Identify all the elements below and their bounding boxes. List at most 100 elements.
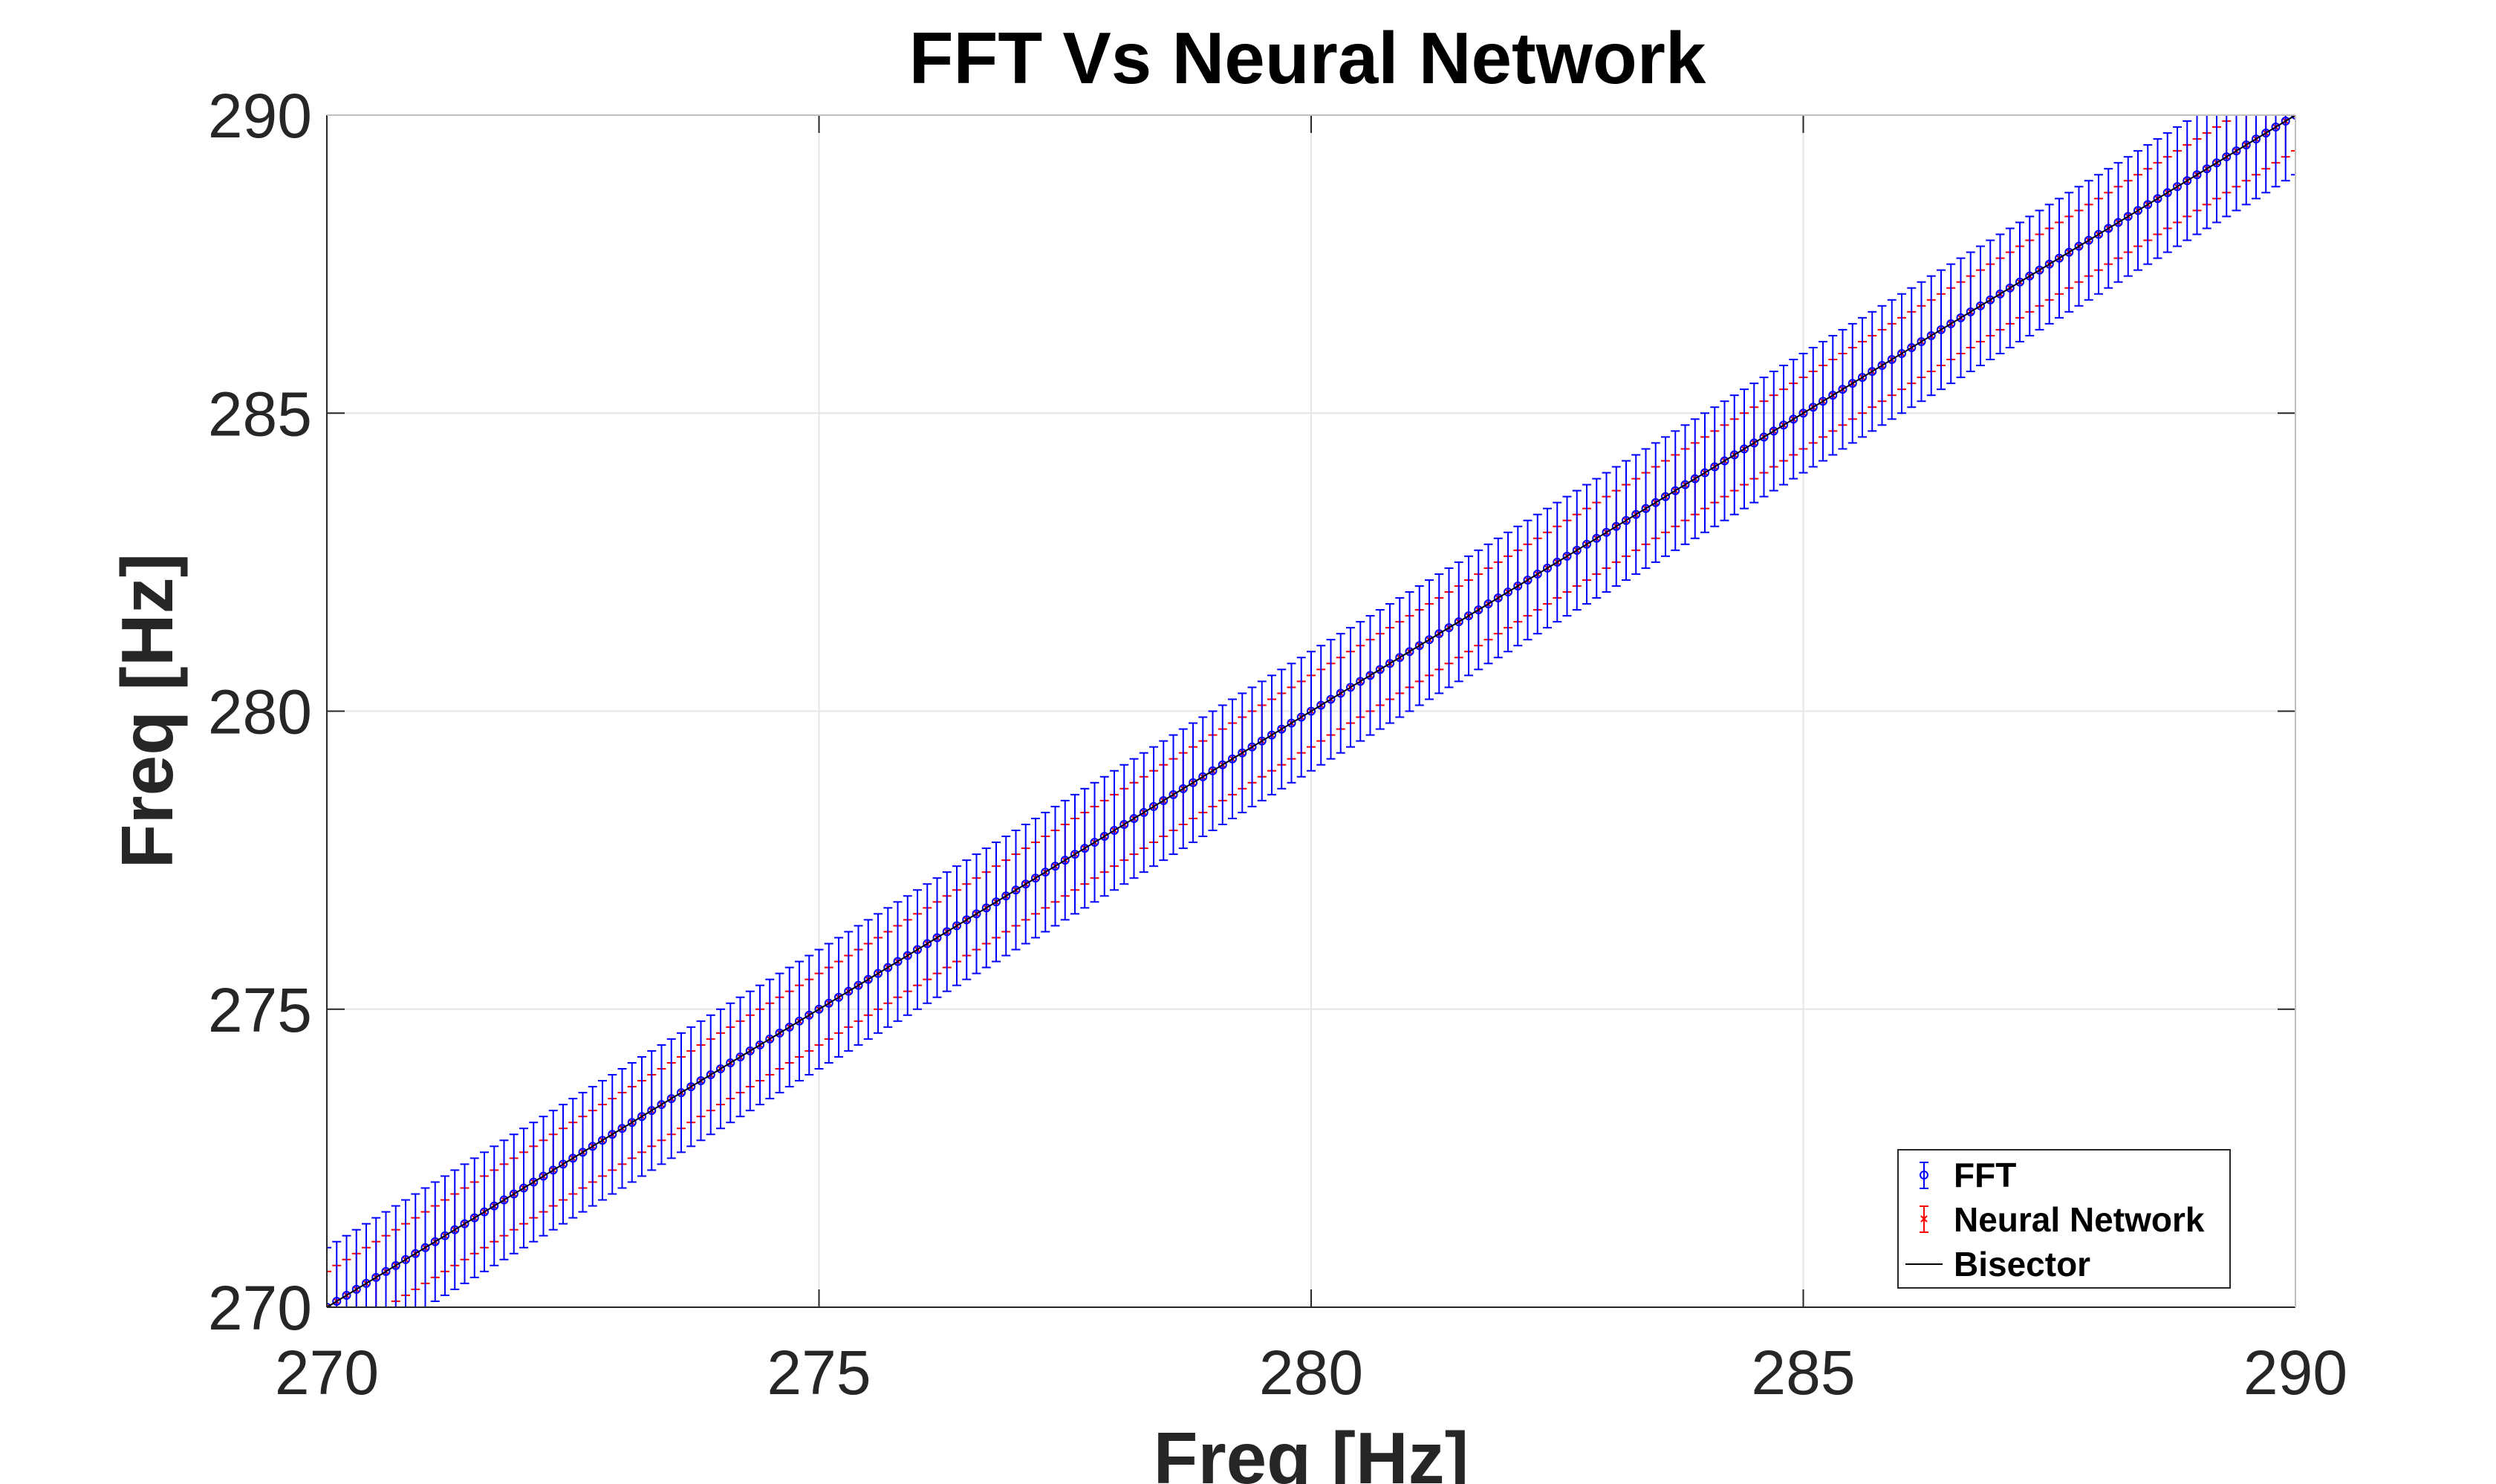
fft-marker	[1070, 850, 1079, 859]
fft-marker	[1720, 456, 1729, 466]
fft-marker	[1208, 766, 1218, 775]
fft-marker	[1513, 581, 1523, 590]
fft-marker	[2104, 224, 2113, 233]
fft-marker	[1759, 432, 1769, 442]
fft-marker	[1740, 444, 1749, 454]
fft-marker	[1326, 694, 1336, 704]
fft-marker	[1651, 498, 1660, 507]
fft-marker	[1129, 813, 1139, 823]
fft-marker	[381, 1266, 391, 1276]
fft-marker	[1995, 289, 2005, 299]
fft-marker	[755, 1040, 764, 1049]
fft-marker	[874, 969, 883, 978]
fft-marker	[1976, 301, 1985, 310]
fft-marker	[460, 1219, 469, 1228]
fft-marker	[726, 1058, 735, 1067]
fft-marker	[1779, 420, 1788, 430]
fft-marker	[992, 897, 1001, 907]
y-tick-label: 285	[208, 379, 312, 449]
fft-marker	[480, 1207, 489, 1217]
fft-marker	[1454, 617, 1463, 627]
fft-marker	[952, 921, 961, 931]
axes	[326, 114, 2296, 1308]
fft-marker	[1562, 551, 1572, 561]
fft-marker	[1671, 486, 1680, 495]
fft-marker	[1553, 557, 1562, 567]
fft-marker	[1523, 575, 1533, 585]
fft-marker	[2113, 218, 2123, 227]
fft-marker	[647, 1106, 657, 1116]
fft-marker	[1139, 807, 1148, 817]
fft-marker	[1336, 689, 1345, 698]
x-tick-label: 280	[1259, 1338, 1363, 1407]
fft-marker	[1189, 778, 1197, 787]
fft-marker	[332, 1296, 342, 1306]
fft-marker	[1631, 510, 1641, 519]
y-tick-label: 290	[208, 81, 312, 151]
fft-marker	[972, 909, 981, 919]
fft-marker	[1838, 385, 1847, 394]
fft-marker	[1690, 474, 1700, 484]
legend-item-bisector: Bisector	[1905, 1245, 2090, 1283]
fft-marker	[2232, 146, 2241, 156]
fft-marker	[1986, 295, 1995, 305]
fft-marker	[1700, 468, 1709, 478]
fft-marker	[559, 1159, 568, 1169]
fft-marker	[509, 1189, 519, 1199]
bisector-line	[326, 114, 2296, 1308]
fft-marker	[2261, 128, 2271, 138]
fft-marker	[932, 933, 942, 943]
fft-marker	[1680, 480, 1690, 489]
fft-marker	[1611, 521, 1621, 531]
fft-marker	[1218, 760, 1227, 769]
fft-marker	[1425, 635, 1434, 645]
fft-marker	[1464, 611, 1473, 621]
fft-marker	[469, 1213, 479, 1223]
fft-marker	[1267, 730, 1276, 740]
fft-marker	[2252, 134, 2261, 144]
fft-marker	[1041, 868, 1050, 877]
fft-marker	[499, 1195, 509, 1205]
x-tick-label: 275	[767, 1338, 871, 1407]
fft-marker	[2055, 253, 2064, 263]
legend-box	[1897, 1149, 2231, 1289]
fft-marker	[1296, 712, 1306, 722]
fft-marker	[1356, 677, 1365, 686]
fft-marker	[401, 1254, 410, 1264]
fft-marker	[637, 1112, 646, 1122]
fft-marker	[351, 1284, 361, 1294]
fft-marker	[2183, 176, 2192, 186]
fft-marker	[1956, 313, 1966, 322]
fft-marker	[2212, 158, 2221, 168]
fft-marker	[1444, 623, 1454, 633]
fft-marker	[2222, 152, 2232, 162]
y-axis-label: Freq [Hz]	[106, 553, 188, 869]
fft-marker	[1228, 754, 1237, 764]
fft-marker	[844, 986, 854, 996]
fft-marker	[2271, 123, 2281, 132]
fft-marker	[2025, 271, 2035, 281]
fft-marker	[1395, 653, 1405, 663]
fft-marker	[1789, 414, 1798, 424]
fft-marker	[2044, 259, 2054, 269]
fft-marker	[2202, 164, 2211, 174]
fft-marker	[1307, 706, 1316, 716]
fft-marker	[657, 1100, 666, 1110]
fft-marker	[1149, 801, 1158, 811]
fft-marker	[1365, 671, 1375, 680]
fft-marker	[1641, 504, 1651, 513]
fft-marker	[775, 1028, 784, 1038]
fft-point	[327, 1246, 331, 1307]
fft-marker	[666, 1094, 676, 1104]
fft-marker	[1572, 545, 1582, 555]
fft-marker	[2241, 140, 2251, 150]
fft-marker	[1887, 355, 1897, 365]
fft-marker	[1257, 736, 1267, 746]
fft-marker	[1080, 844, 1090, 853]
fft-marker	[1385, 659, 1394, 668]
fft-marker	[1661, 492, 1670, 501]
fft-marker	[1966, 307, 1975, 316]
legend-item-neural-network: Neural Network	[1920, 1200, 2205, 1239]
fft-marker	[617, 1124, 627, 1133]
